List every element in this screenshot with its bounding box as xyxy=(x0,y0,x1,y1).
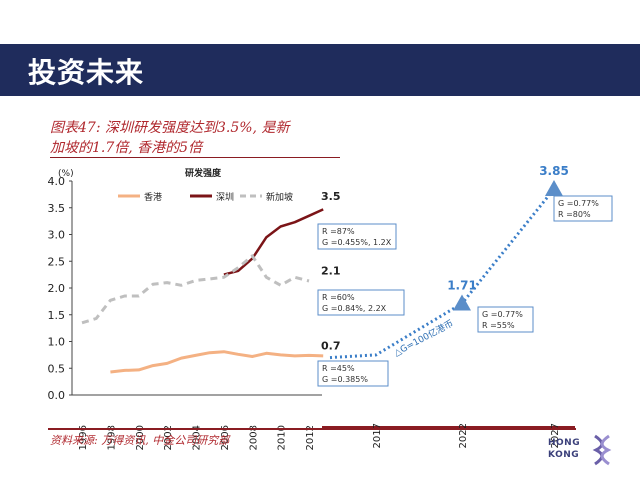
x-tick-label: 2002 xyxy=(163,425,174,450)
value-label: 0.7 xyxy=(321,340,341,353)
y-tick-label: 3.0 xyxy=(48,229,66,242)
series-line-singapore xyxy=(81,254,310,325)
hong-kong-logo: HONG KONG xyxy=(548,430,618,474)
y-tick-label: 1.0 xyxy=(48,336,66,349)
annotation-text: G =0.84%, 2.2X xyxy=(322,304,387,313)
figure-caption-line1: 图表47: 深圳研发强度达到3.5%, 是新 xyxy=(50,120,290,136)
value-label: 2.1 xyxy=(321,265,341,278)
annotation-text: G =0.77% xyxy=(558,199,599,208)
x-tick-label: 2027 xyxy=(550,423,561,448)
y-axis-label: (%) xyxy=(58,169,74,179)
page-title: 投资未来 xyxy=(28,56,145,89)
projection-arrow-label: △G=100亿港币 xyxy=(392,317,456,358)
logo-mark-icon xyxy=(592,434,612,466)
annotation-box xyxy=(317,360,389,387)
annotation-text: R =55% xyxy=(482,321,515,330)
annotation-box xyxy=(553,195,613,222)
projection-line xyxy=(329,188,556,360)
value-label: 1.71 xyxy=(447,279,477,293)
annotation-text: G =0.385% xyxy=(322,375,368,384)
legend-label-singapore: 新加坡 xyxy=(266,191,293,203)
figure-caption-line2: 加坡的1.7倍, 香港的5倍 xyxy=(50,140,203,156)
x-tick-label: 2008 xyxy=(248,425,259,450)
y-tick-label: 1.5 xyxy=(48,309,66,322)
annotation-box xyxy=(477,306,534,333)
y-tick-label: 3.5 xyxy=(48,202,66,215)
x-tick-label: 2006 xyxy=(220,425,231,450)
y-tick-label: 0.5 xyxy=(48,362,66,375)
annotation-box xyxy=(317,289,405,316)
chart-title: 研发强度 xyxy=(185,167,222,179)
annotation-text: G =0.455%, 1.2X xyxy=(322,238,392,247)
series-line-hongkong xyxy=(110,350,324,374)
annotation-text: R =87% xyxy=(322,227,355,236)
annotation-text: G =0.77% xyxy=(482,310,523,319)
title-bar: 投资未来 xyxy=(0,44,640,96)
projection-marker-2027 xyxy=(545,180,563,197)
source-note: 资料来源: 万得资讯, 中金公司研究部 xyxy=(50,434,230,447)
y-tick-label: 2.5 xyxy=(48,255,66,268)
annotation-text: R =45% xyxy=(322,364,355,373)
x-tick-label: 2012 xyxy=(305,425,316,450)
logo-text-line2: KONG xyxy=(548,450,580,460)
y-tick-label: 0.0 xyxy=(48,389,66,402)
annotation-text: R =60% xyxy=(322,293,355,302)
y-tick-label: 4.0 xyxy=(48,175,66,188)
x-tick-label: 1996 xyxy=(78,425,89,450)
series-line-shenzhen xyxy=(223,208,324,276)
legend-label-hongkong: 香港 xyxy=(144,191,162,203)
footer-rule xyxy=(48,428,576,430)
legend-label-shenzhen: 深圳 xyxy=(216,192,234,203)
x-tick-label: 2000 xyxy=(135,425,146,450)
x-tick-label: 2022 xyxy=(458,423,469,448)
top-band xyxy=(0,0,640,44)
x-tick-label: 2004 xyxy=(192,425,203,450)
value-label: 3.5 xyxy=(321,190,341,203)
logo-text-line1: HONG xyxy=(548,438,581,448)
projection-marker-2022 xyxy=(453,294,471,311)
x-tick-label: 1998 xyxy=(106,425,117,450)
y-tick-label: 2.0 xyxy=(48,282,66,295)
annotation-box xyxy=(317,223,397,250)
x-tick-label: 2017 xyxy=(372,423,383,448)
x-tick-label: 2010 xyxy=(277,425,288,450)
value-label: 3.85 xyxy=(539,164,569,178)
caption-underline xyxy=(50,157,340,158)
annotation-text: R =80% xyxy=(558,210,591,219)
